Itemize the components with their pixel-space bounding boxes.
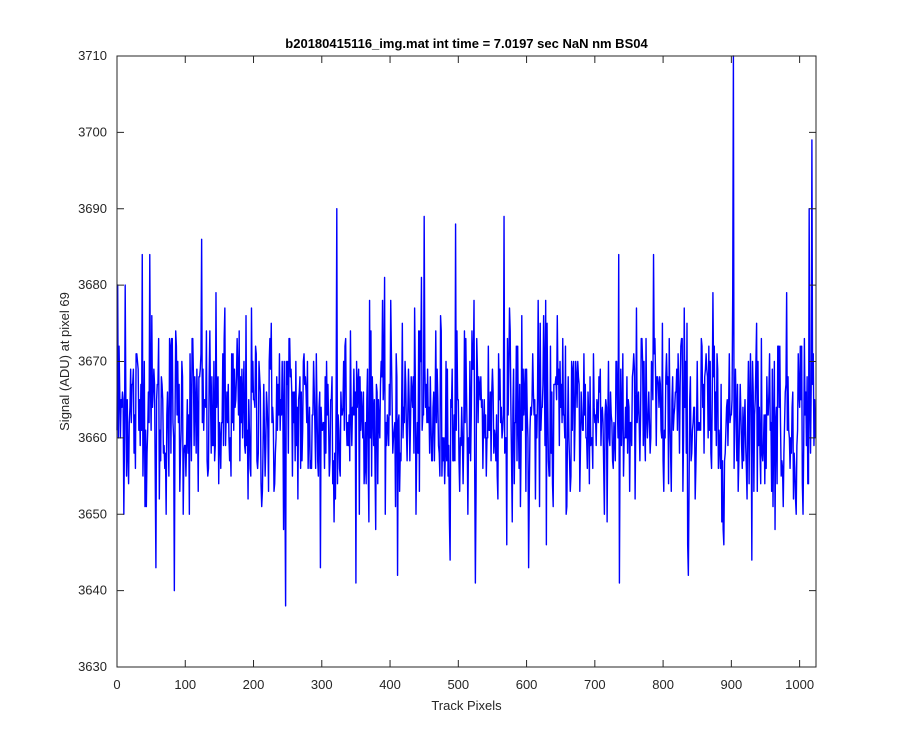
y-tick-label: 3690	[78, 201, 107, 216]
x-tick-label: 0	[113, 677, 120, 692]
series-line	[116, 55, 817, 607]
chart-title: b20180415116_img.mat int time = 7.0197 s…	[285, 36, 648, 51]
x-tick-label: 700	[584, 677, 606, 692]
y-tick-label: 3640	[78, 583, 107, 598]
x-tick-label: 500	[447, 677, 469, 692]
x-tick-label: 200	[243, 677, 265, 692]
x-tick-label: 400	[379, 677, 401, 692]
x-tick-label: 600	[516, 677, 538, 692]
y-tick-label: 3660	[78, 430, 107, 445]
x-tick-label: 900	[721, 677, 743, 692]
y-axis-label: Signal (ADU) at pixel 69	[57, 292, 72, 431]
x-tick-label: 300	[311, 677, 333, 692]
x-axis-label: Track Pixels	[431, 698, 502, 713]
y-tick-label: 3670	[78, 354, 107, 369]
x-tick-label: 100	[174, 677, 196, 692]
y-tick-label: 3700	[78, 124, 107, 139]
x-tick-label: 1000	[785, 677, 814, 692]
x-tick-label: 800	[652, 677, 674, 692]
y-tick-label: 3650	[78, 506, 107, 521]
y-tick-label: 3630	[78, 659, 107, 674]
y-tick-label: 3710	[78, 48, 107, 63]
tick-layer: 0 100 200 300 400 500 600 700 800 900 1000 3630 3640…	[78, 48, 816, 692]
y-tick-label: 3680	[78, 277, 107, 292]
series-layer	[116, 55, 817, 607]
